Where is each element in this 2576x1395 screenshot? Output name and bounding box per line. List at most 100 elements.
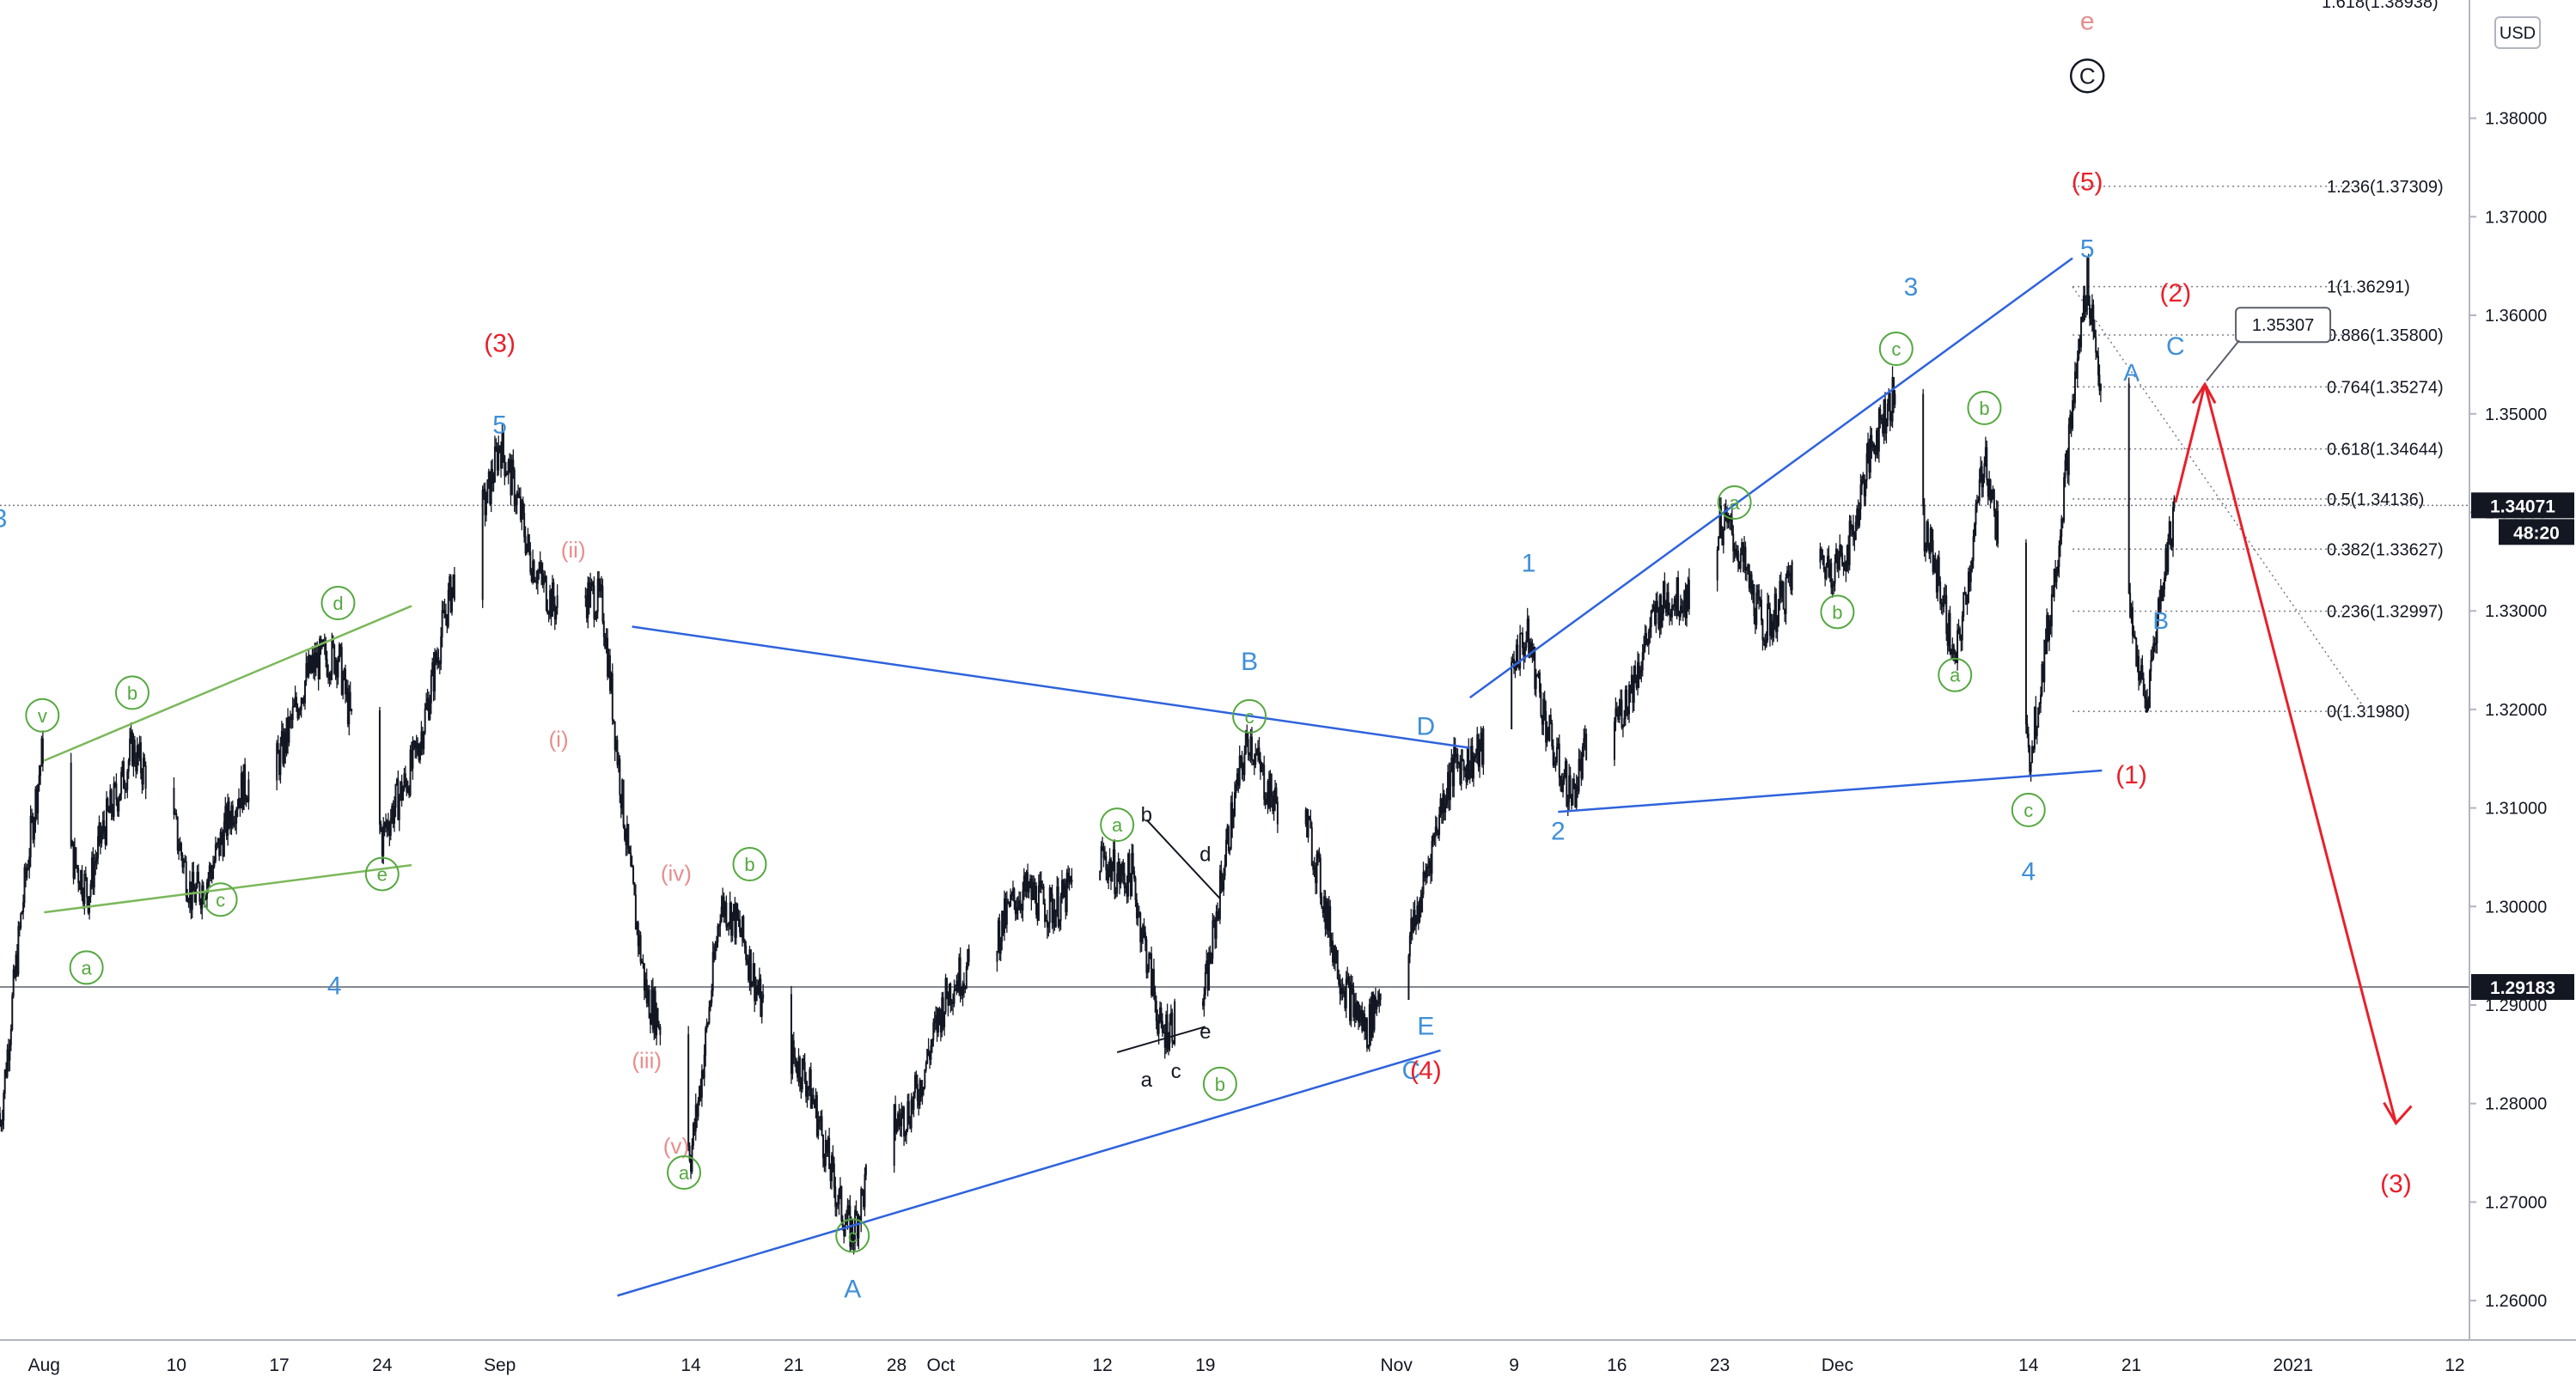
candle-body [1269,773,1272,808]
trend-lines[interactable] [43,257,2103,1297]
candle-body [1234,792,1236,816]
candle-body [723,902,726,917]
candle-body [2038,703,2041,709]
candle-body [1578,758,1580,792]
candle-body [931,1039,933,1047]
fibonacci-retracement[interactable]: 1.236(1.37309) 1(1.36291) 0.886(1.35800) 0.… [2072,178,2444,722]
candle-body [1018,900,1021,911]
candle-body [104,830,107,845]
candle-body [1022,875,1025,892]
candle-body [211,871,213,879]
price-axis-panel[interactable] [2469,0,2576,1340]
candle-body [703,1054,705,1079]
candle-body [305,663,308,682]
candle-body [1963,592,1966,595]
candle-body [1777,599,1779,625]
candle-body [961,983,964,996]
candle-body [1562,780,1565,793]
candle-body [1414,915,1417,927]
candle-body [1451,757,1454,787]
candle-body [345,688,348,695]
candle-body [717,924,720,927]
time-axis-panel[interactable] [0,1340,2576,1395]
forecast-arrow[interactable]: 1.35307 [2174,307,2413,1126]
candle-body [1629,685,1632,694]
candle-body [1335,950,1338,964]
candle-body [713,952,716,959]
candle-body [1250,736,1253,760]
candle-body [196,871,198,888]
candle-body [1146,968,1149,973]
candle-body [1819,548,1822,563]
candle-body [762,994,765,999]
candle-body [109,789,112,813]
candle-body [279,743,282,776]
candle-body [1319,857,1322,898]
candle-body [1732,533,1735,551]
candle-body [1513,658,1516,668]
candle-body [964,987,967,990]
candle-body [1232,814,1235,828]
triangle-upper-trendline[interactable] [632,625,1470,749]
candle-body [604,636,607,649]
fib-trend-line [2072,286,2367,712]
candle-body [1828,563,1831,577]
target-callout-box[interactable] [2235,307,2332,344]
mini-triangle-lower[interactable] [1116,1026,1206,1054]
candle-body [2136,655,2139,667]
candle-body [895,1126,898,1133]
candle-body [1991,495,1993,502]
candle-body [864,1174,866,1208]
currency-badge[interactable]: USD [2494,16,2541,49]
candle-body [910,1100,913,1129]
candle-body [1122,862,1125,874]
triangle-lower-trendline[interactable] [617,1049,1441,1297]
candle-body [654,990,656,1036]
candle-body [2050,594,2053,627]
candle-body [602,620,605,637]
candle-body [1347,977,1350,984]
diagonal-lower-line[interactable] [1558,769,2103,813]
triangle-lower-line[interactable] [44,863,412,914]
time-tick-label-23: 23 [1710,1355,1730,1375]
wave-label-mini-b: b [1141,804,1152,827]
triangle-upper-line[interactable] [43,605,412,762]
candle-body [1555,746,1558,763]
candle-body [224,806,227,823]
candle-body [1453,746,1456,787]
candle-body [1836,548,1839,570]
candle-body [1425,866,1428,879]
wave-circle-b-sep-ring [732,846,767,881]
candle-body [1120,874,1122,885]
candle-body [1752,584,1755,595]
candle-body [2159,585,2162,610]
diagonal-upper-line[interactable] [1468,257,2073,699]
candle-body [192,872,195,892]
candle-body [1972,536,1975,561]
candle-body [737,918,740,921]
candle-body [2044,639,2047,655]
candle-body [1957,628,1960,631]
candle-body [1329,905,1332,947]
time-tick-label-14: 14 [681,1355,701,1375]
candle-body [549,590,552,614]
candle-body [1874,452,1877,455]
mini-triangle-upper[interactable] [1145,819,1221,899]
candle-body [1261,764,1263,772]
wave-label-3-primary: (3) [484,330,516,358]
candle-body [1024,875,1027,892]
candle-body [1679,606,1682,618]
candle-body [1,1119,3,1125]
candle-body [1666,592,1669,613]
candle-body [175,813,178,818]
candle-body [1842,562,1845,566]
candle-body [80,870,82,891]
candle-body [1543,698,1546,712]
candle-body [2141,665,2144,679]
candle-body [1847,545,1850,566]
candle-body [187,900,190,904]
candle-body [894,1104,897,1133]
candle-body [1768,608,1771,637]
candle-body [391,805,394,819]
